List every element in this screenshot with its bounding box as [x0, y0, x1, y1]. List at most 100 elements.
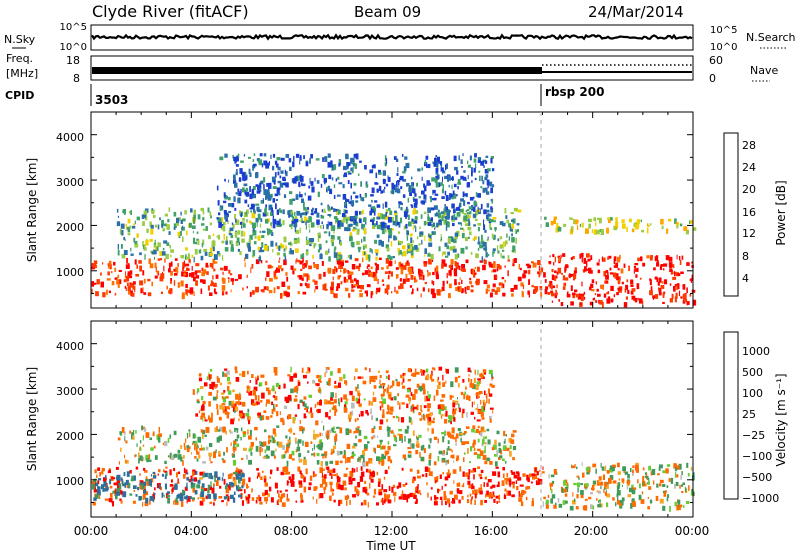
heatmap-cell — [129, 493, 133, 496]
heatmap-cell — [306, 217, 308, 223]
heatmap-cell — [604, 280, 609, 284]
heatmap-cell — [388, 466, 390, 470]
heatmap-cell — [244, 192, 247, 196]
heatmap-cell — [184, 272, 188, 278]
heatmap-cell — [396, 172, 399, 176]
heatmap-cell — [457, 206, 461, 211]
heatmap-cell — [143, 210, 148, 215]
heatmap-cell — [153, 249, 157, 255]
heatmap-cell — [295, 259, 297, 264]
heatmap-cell — [209, 263, 214, 268]
heatmap-cell — [136, 443, 138, 447]
heatmap-cell — [142, 493, 146, 500]
heatmap-cell — [397, 400, 399, 405]
heatmap-cell — [298, 275, 301, 280]
heatmap-cell — [424, 248, 427, 254]
heatmap-cell — [375, 264, 379, 270]
nsky-trace — [91, 33, 693, 41]
heatmap-cell — [271, 176, 276, 183]
heatmap-cell — [557, 267, 562, 274]
heatmap-cell — [440, 289, 443, 292]
heatmap-cell — [297, 443, 300, 447]
heatmap-cell — [582, 506, 586, 510]
heatmap-cell — [339, 376, 343, 382]
heatmap-cell — [384, 288, 389, 294]
heatmap-cell — [252, 402, 256, 406]
heatmap-cell — [401, 467, 404, 471]
heatmap-cell — [352, 445, 356, 449]
heatmap-cell — [273, 367, 278, 373]
heatmap-cell — [686, 262, 690, 266]
heatmap-cell — [95, 291, 99, 297]
heatmap-cell — [452, 408, 457, 415]
heatmap-cell — [314, 177, 316, 182]
heatmap-cell — [453, 214, 456, 219]
heatmap-cell — [476, 381, 480, 387]
heatmap-cell — [616, 499, 621, 505]
heatmap-cell — [385, 209, 389, 214]
heatmap-cell — [543, 272, 546, 278]
heatmap-cell — [414, 216, 418, 220]
heatmap-cell — [492, 252, 494, 257]
heatmap-cell — [572, 292, 575, 299]
heatmap-cell — [412, 430, 415, 436]
heatmap-cell — [164, 460, 167, 464]
heatmap-cell — [387, 404, 390, 410]
heatmap-cell — [174, 272, 178, 276]
heatmap-cell — [259, 446, 262, 453]
heatmap-cell — [125, 223, 127, 229]
heatmap-cell — [625, 284, 629, 291]
heatmap-cell — [392, 491, 397, 496]
heatmap-cell — [180, 211, 182, 216]
heatmap-cell — [415, 389, 418, 392]
heatmap-cell — [249, 172, 252, 177]
heatmap-cell — [425, 197, 427, 203]
heatmap-cell — [347, 170, 351, 174]
heatmap-cell — [316, 374, 320, 379]
heatmap-cell — [229, 431, 233, 434]
heatmap-cell — [554, 256, 556, 263]
heatmap-cell — [151, 251, 155, 255]
heatmap-cell — [432, 271, 435, 276]
heatmap-cell — [151, 281, 153, 287]
heatmap-cell — [475, 192, 478, 198]
heatmap-cell — [419, 452, 421, 458]
heatmap-cell — [308, 185, 311, 189]
heatmap-cell — [551, 284, 553, 290]
heatmap-cell — [437, 209, 440, 213]
heatmap-cell — [396, 158, 399, 162]
heatmap-cell — [251, 290, 255, 295]
heatmap-cell — [163, 469, 165, 473]
heatmap-cell — [453, 270, 458, 277]
heatmap-cell — [447, 238, 451, 244]
heatmap-cell — [453, 193, 457, 199]
heatmap-cell — [488, 393, 493, 397]
heatmap-cell — [91, 263, 93, 269]
heatmap-cell — [609, 475, 614, 480]
heatmap-cell — [431, 471, 433, 477]
heatmap-cell — [307, 207, 309, 210]
heatmap-cell — [225, 430, 227, 435]
heatmap-cell — [358, 403, 362, 407]
heatmap-cell — [283, 252, 286, 257]
heatmap-cell — [563, 223, 567, 227]
heatmap-cell — [219, 156, 224, 161]
heatmap-cell — [537, 271, 541, 275]
heatmap-cell — [531, 500, 534, 507]
heatmap-cell — [679, 256, 681, 261]
heatmap-cell — [360, 410, 364, 417]
heatmap-cell — [621, 484, 623, 488]
heatmap-cell — [679, 223, 683, 227]
heatmap-cell — [451, 501, 453, 504]
heatmap-cell — [454, 166, 458, 171]
heatmap-cell — [254, 236, 257, 239]
heatmap-cell — [249, 220, 252, 224]
heatmap-cell — [313, 433, 317, 440]
heatmap-cell — [470, 268, 474, 274]
heatmap-cell — [223, 265, 228, 271]
heatmap-cell — [369, 471, 372, 476]
heatmap-cell — [201, 405, 205, 411]
heatmap-cell — [317, 444, 320, 450]
heatmap-cell — [475, 280, 478, 284]
heatmap-cell — [226, 196, 228, 199]
